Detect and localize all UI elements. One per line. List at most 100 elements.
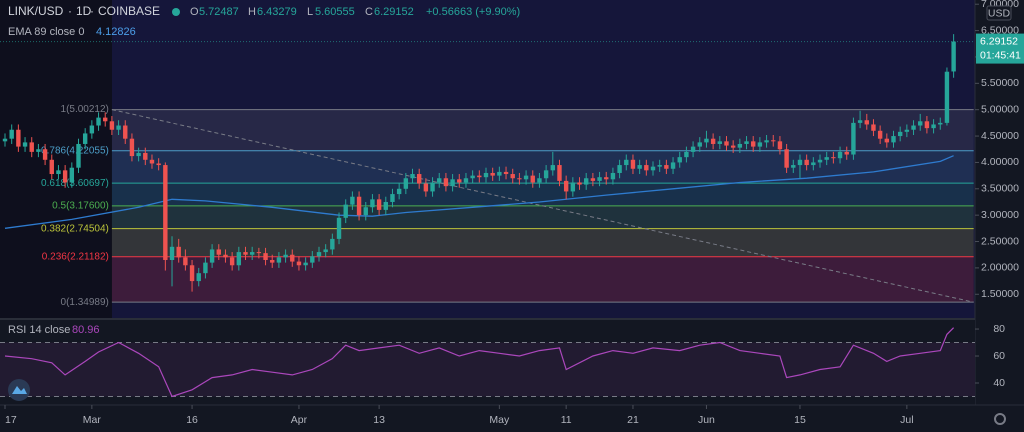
x-tick-label: 17 xyxy=(5,414,17,426)
candle-body xyxy=(316,252,322,257)
candle-body xyxy=(129,138,135,157)
candle-body xyxy=(109,121,115,130)
candle-body xyxy=(363,207,368,216)
countdown: 01:45:41 xyxy=(980,49,1021,61)
candle-body xyxy=(2,138,8,142)
price-axis xyxy=(975,0,1024,432)
candle-body xyxy=(296,261,302,266)
exchange: COINBASE xyxy=(98,4,160,18)
candle-body xyxy=(537,178,542,183)
candle-body xyxy=(677,157,682,163)
y-tick-label: 1.50000 xyxy=(981,288,1019,300)
candle-body xyxy=(543,170,549,179)
candle-body xyxy=(604,177,609,180)
candle-body xyxy=(797,159,803,166)
candle-body xyxy=(704,138,709,143)
candle-body xyxy=(804,159,809,166)
candle-body xyxy=(457,179,462,183)
candle-body xyxy=(290,254,295,262)
time-axis xyxy=(0,405,1024,432)
fib-band xyxy=(111,150,974,184)
price-layer xyxy=(2,34,956,292)
candle-body xyxy=(69,167,75,183)
ema-value: 4.12826 xyxy=(96,26,136,38)
candle-body xyxy=(751,141,756,147)
fib-label: 0.786(4.22055) xyxy=(41,145,109,156)
rsi-legend: RSI 14 close xyxy=(8,324,70,336)
candle-body xyxy=(684,151,689,158)
candle-body xyxy=(931,124,936,129)
candle-body xyxy=(229,257,235,266)
candle-body xyxy=(116,125,121,130)
y-tick-label: 6.50000 xyxy=(981,24,1019,36)
candle-body xyxy=(169,246,175,260)
candle-body xyxy=(710,138,716,144)
candle-body xyxy=(42,149,48,160)
candle-body xyxy=(777,141,783,150)
candle-body xyxy=(690,146,696,152)
candle-body xyxy=(56,170,61,175)
rsi-layer xyxy=(0,327,975,398)
ohlc-label: H xyxy=(248,6,256,18)
candle-body xyxy=(817,159,823,163)
candle-body xyxy=(650,166,656,171)
candle-body xyxy=(236,252,242,266)
candle-body xyxy=(323,249,328,253)
settings-icon[interactable] xyxy=(994,413,1006,425)
candle-body xyxy=(483,172,489,178)
fib-label: 0.5(3.17600) xyxy=(52,201,109,212)
currency-box xyxy=(986,5,1012,21)
separator-dot: · xyxy=(68,4,72,18)
x-tick-label: 13 xyxy=(373,414,385,426)
candle-body xyxy=(857,120,863,123)
ohlc-label: O xyxy=(190,6,199,18)
candle-body xyxy=(396,188,402,195)
candle-body xyxy=(630,159,636,169)
candle-body xyxy=(851,122,856,155)
candle-body xyxy=(390,194,395,202)
candle-body xyxy=(791,165,796,168)
candle-body xyxy=(223,254,228,258)
x-tick-label: 11 xyxy=(561,414,572,426)
candle-body xyxy=(497,171,502,176)
candle-body xyxy=(737,143,743,148)
fib-layer: 1(5.00212) 0.786(4.22055) 0.618(3.60697) 0.… xyxy=(41,104,974,308)
rsi-tick-label: 60 xyxy=(993,350,1005,362)
status-dot[interactable] xyxy=(172,8,180,16)
candle-body xyxy=(944,71,950,123)
fib-band xyxy=(111,109,974,151)
ohlc-label: L xyxy=(307,6,313,18)
fib-label: 0(1.34989) xyxy=(61,297,109,308)
symbol: LINK/USD xyxy=(8,4,64,18)
candle-body xyxy=(256,252,262,254)
candle-body xyxy=(617,165,622,173)
candle-body xyxy=(36,149,41,152)
rsi-band-fill xyxy=(0,342,975,397)
x-tick-label: Jun xyxy=(698,414,715,426)
candle-body xyxy=(350,196,355,205)
candle-body xyxy=(584,178,589,185)
candle-body xyxy=(503,171,509,175)
candle-body xyxy=(336,217,342,239)
candle-body xyxy=(784,149,789,168)
candle-body xyxy=(664,165,669,169)
candle-body xyxy=(283,254,288,258)
candle-body xyxy=(330,238,335,250)
candle-body xyxy=(303,262,308,266)
candle-body xyxy=(156,163,161,166)
logo-mark xyxy=(12,386,27,394)
y-tick-label: 5.00000 xyxy=(981,103,1019,115)
y-tick-label: 3.00000 xyxy=(981,209,1019,221)
candle-body xyxy=(123,125,128,139)
last-price-label: 6.29152 xyxy=(980,35,1018,47)
candle-body xyxy=(477,175,482,178)
y-tick-label: 7.00000 xyxy=(981,0,1019,10)
candle-body xyxy=(717,141,723,144)
candle-body xyxy=(610,172,616,180)
candle-body xyxy=(49,159,54,175)
candle-body xyxy=(376,199,382,210)
rsi-line xyxy=(4,327,955,398)
candle-body xyxy=(624,159,629,166)
candle-body xyxy=(924,121,930,129)
